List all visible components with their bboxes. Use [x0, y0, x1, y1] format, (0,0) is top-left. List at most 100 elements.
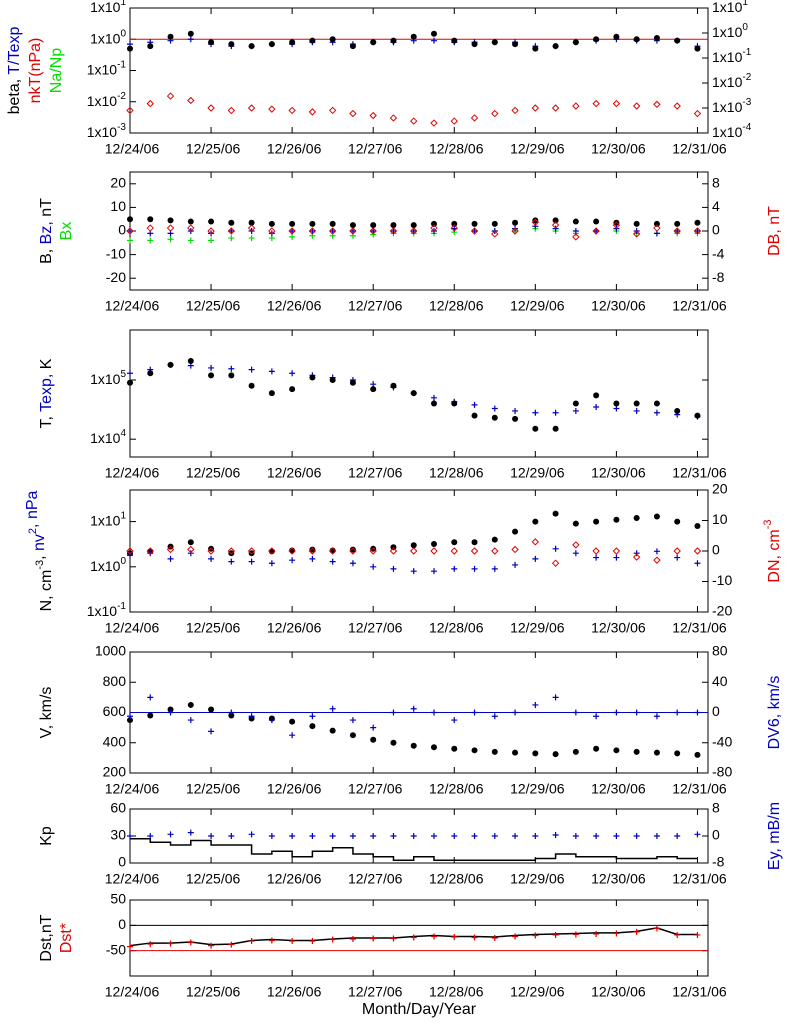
data-point — [309, 374, 316, 381]
label-part: nT — [38, 198, 55, 217]
label-part: Bz, — [38, 217, 55, 245]
data-point — [349, 732, 356, 739]
data-point — [471, 709, 478, 716]
data-point — [390, 935, 397, 942]
data-point — [208, 706, 215, 713]
tick-label: -8 — [712, 269, 725, 285]
data-point — [369, 227, 377, 235]
data-point — [430, 224, 438, 232]
label-part: N, cm — [38, 570, 55, 612]
data-point — [289, 228, 296, 234]
data-point — [612, 99, 621, 108]
tick-text: 1x10 — [90, 512, 121, 528]
data-point — [512, 407, 519, 414]
data-point — [653, 224, 661, 232]
tick-label: 1x100 — [712, 22, 748, 40]
x-tick-label: 12/31/06 — [672, 620, 727, 636]
x-tick-label: 12/28/06 — [429, 298, 484, 314]
data-point — [167, 831, 174, 838]
data-point — [512, 561, 519, 568]
data-point — [572, 833, 579, 839]
data-point — [390, 565, 397, 572]
data-point — [167, 217, 174, 224]
x-tick-label: 12/31/06 — [672, 465, 727, 481]
data-point — [633, 550, 640, 557]
data-point — [633, 400, 640, 407]
x-tick-label: 12/30/06 — [591, 984, 646, 1000]
data-point — [187, 218, 194, 225]
data-point — [470, 547, 479, 555]
x-tick-label: 12/28/06 — [429, 620, 484, 636]
data-point — [208, 833, 215, 839]
series-line — [130, 837, 698, 862]
data-point — [390, 709, 397, 716]
tick-sup: 0 — [742, 22, 748, 33]
data-point — [349, 379, 356, 386]
tick-label: -8 — [712, 854, 725, 870]
data-point — [430, 547, 438, 555]
label-part: V, km/s — [38, 687, 55, 739]
data-point — [674, 833, 681, 839]
data-point — [228, 41, 235, 48]
x-tick-label: 12/26/06 — [267, 141, 322, 157]
data-point — [552, 409, 559, 416]
data-point — [167, 236, 174, 243]
data-point — [127, 370, 133, 377]
data-point — [674, 407, 681, 414]
data-point — [430, 394, 437, 401]
x-tick-label: 12/24/06 — [105, 984, 160, 1000]
axis-label: DN, cm-3 — [762, 519, 783, 582]
data-point — [268, 717, 275, 724]
x-tick-label: 12/29/06 — [510, 298, 565, 314]
tick-text: 1x10 — [87, 603, 118, 619]
data-point — [451, 539, 458, 546]
data-point — [572, 709, 579, 716]
tick-label: 0 — [118, 854, 126, 870]
data-point — [228, 941, 235, 948]
axis-label: Kp — [38, 826, 55, 846]
data-point — [329, 36, 336, 43]
data-point — [633, 928, 640, 935]
data-point — [551, 559, 560, 567]
data-point — [451, 37, 458, 44]
data-point — [471, 833, 478, 839]
data-point — [248, 43, 255, 50]
label-part: Bx — [58, 222, 75, 241]
data-point — [370, 228, 377, 234]
x-tick-label: 12/30/06 — [591, 465, 646, 481]
plot-frame — [129, 171, 709, 291]
data-point — [633, 833, 640, 839]
tick-label: 10 — [110, 198, 126, 214]
data-point — [633, 36, 640, 43]
data-point — [289, 370, 296, 377]
tick-sup: -1 — [742, 47, 751, 58]
data-point — [248, 382, 255, 389]
tick-label: 1x10-1 — [712, 47, 752, 65]
tick-label: 0 — [712, 222, 720, 238]
data-point — [370, 386, 377, 393]
data-point — [512, 415, 519, 422]
tick-sup: -1 — [117, 601, 126, 612]
data-point — [694, 931, 701, 938]
data-point — [268, 547, 276, 555]
plot-frame — [129, 7, 709, 134]
label-part: Kp — [38, 826, 55, 846]
data-point — [470, 227, 479, 235]
data-point — [308, 108, 317, 116]
data-point — [532, 518, 539, 525]
data-point — [187, 939, 194, 946]
tick-label: 800 — [103, 673, 127, 689]
tick-sup: -4 — [742, 122, 751, 133]
data-point — [309, 713, 316, 720]
x-tick-label: 12/26/06 — [267, 984, 322, 1000]
x-tick-label: 12/25/06 — [186, 620, 241, 636]
data-point — [673, 102, 681, 110]
data-point — [491, 39, 498, 46]
data-point — [127, 45, 133, 52]
label-part: , nPa — [24, 490, 41, 527]
label-part: nkT(nPa) — [27, 38, 44, 104]
label-part: T, — [38, 412, 55, 429]
data-point — [208, 218, 215, 225]
data-point — [572, 748, 579, 755]
label-part: Texp, — [38, 369, 55, 412]
